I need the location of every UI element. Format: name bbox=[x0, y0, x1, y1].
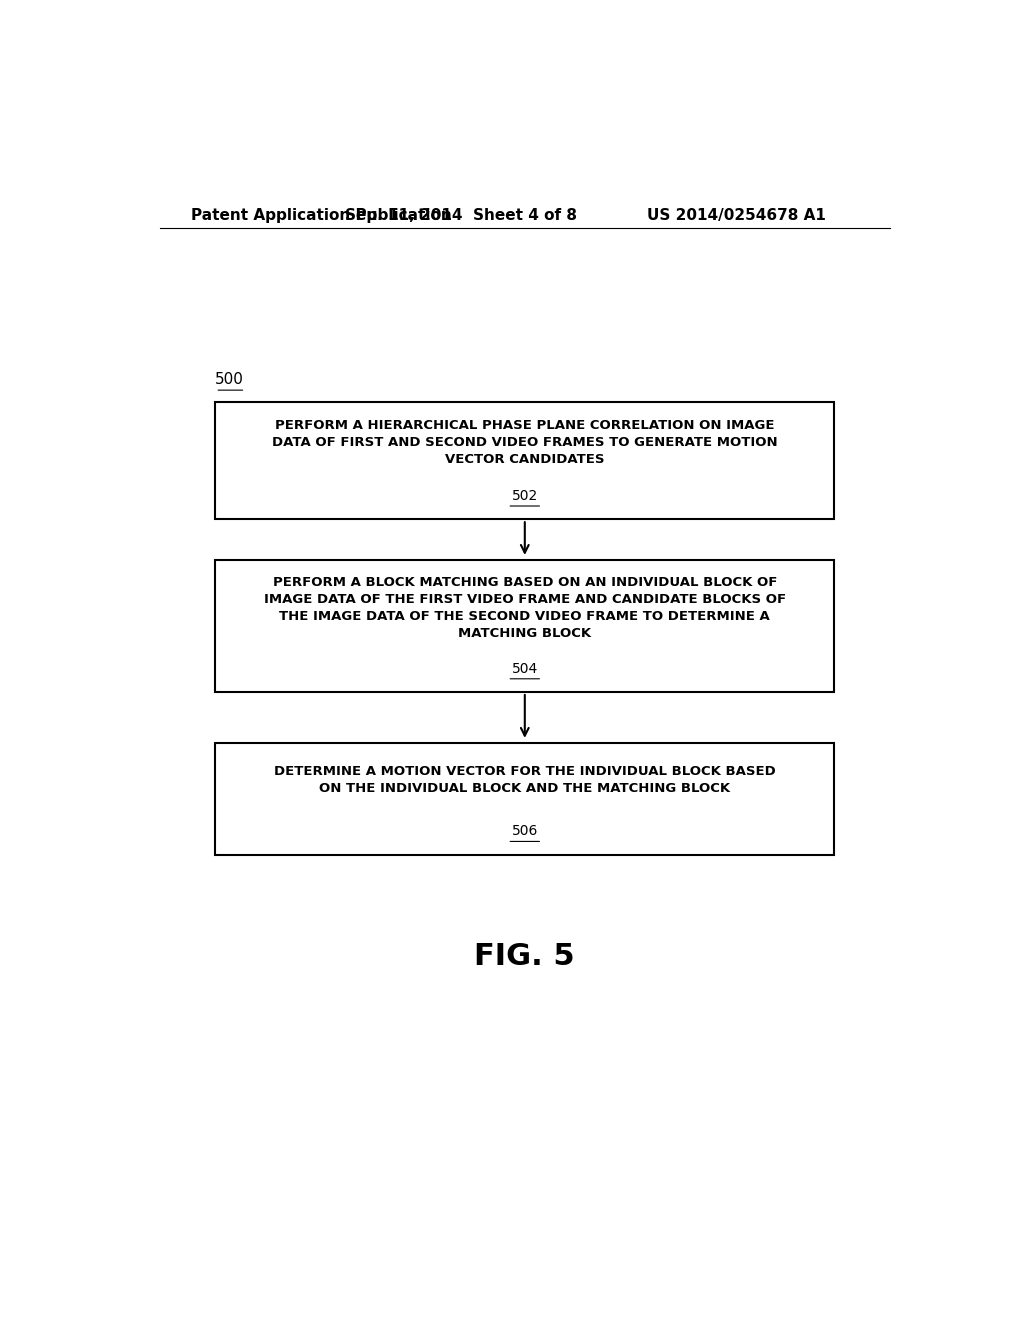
Text: Patent Application Publication: Patent Application Publication bbox=[191, 207, 453, 223]
Text: DETERMINE A MOTION VECTOR FOR THE INDIVIDUAL BLOCK BASED
ON THE INDIVIDUAL BLOCK: DETERMINE A MOTION VECTOR FOR THE INDIVI… bbox=[274, 766, 775, 796]
Text: 502: 502 bbox=[512, 488, 538, 503]
FancyBboxPatch shape bbox=[215, 743, 835, 854]
Text: US 2014/0254678 A1: US 2014/0254678 A1 bbox=[647, 207, 826, 223]
Text: 506: 506 bbox=[512, 825, 538, 838]
Text: 504: 504 bbox=[512, 661, 538, 676]
FancyBboxPatch shape bbox=[215, 403, 835, 519]
Text: FIG. 5: FIG. 5 bbox=[474, 941, 575, 970]
Text: 500: 500 bbox=[215, 372, 244, 387]
Text: PERFORM A HIERARCHICAL PHASE PLANE CORRELATION ON IMAGE
DATA OF FIRST AND SECOND: PERFORM A HIERARCHICAL PHASE PLANE CORRE… bbox=[272, 418, 777, 466]
FancyBboxPatch shape bbox=[215, 560, 835, 692]
Text: PERFORM A BLOCK MATCHING BASED ON AN INDIVIDUAL BLOCK OF
IMAGE DATA OF THE FIRST: PERFORM A BLOCK MATCHING BASED ON AN IND… bbox=[264, 576, 785, 640]
Text: Sep. 11, 2014  Sheet 4 of 8: Sep. 11, 2014 Sheet 4 of 8 bbox=[345, 207, 578, 223]
